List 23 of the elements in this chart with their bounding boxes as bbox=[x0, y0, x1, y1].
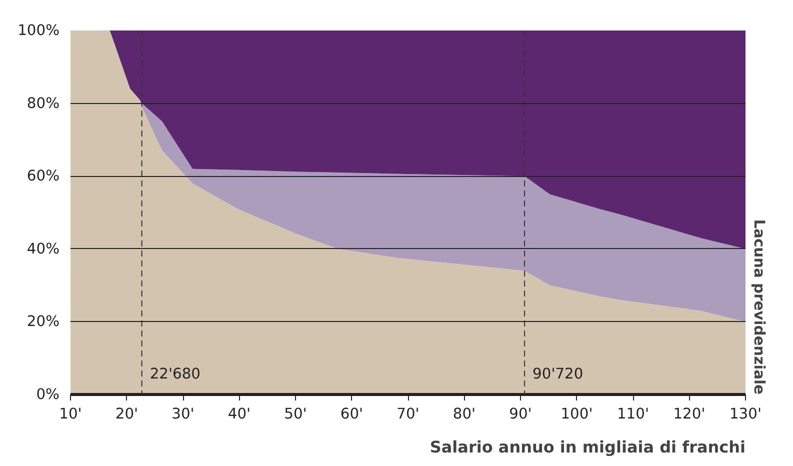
x-tick-label: 10' bbox=[59, 406, 82, 422]
x-tick-label: 60' bbox=[340, 406, 364, 422]
y-tick-label: 80% bbox=[26, 94, 60, 112]
x-tick-label: 100' bbox=[560, 406, 593, 422]
y-tick-label: 20% bbox=[26, 313, 60, 330]
x-axis-title: Salario annuo in migliaia di franchi bbox=[430, 438, 746, 456]
x-tick-label: 40' bbox=[228, 406, 251, 422]
x-tick-label: 110' bbox=[617, 406, 650, 422]
y-tick-label: 60% bbox=[26, 168, 60, 185]
x-tick-label: 30' bbox=[172, 406, 194, 422]
y-tick-label: 40% bbox=[26, 240, 60, 258]
ref-line-label: 90'720 bbox=[532, 366, 584, 382]
ref-line-label: 22'680 bbox=[150, 366, 200, 382]
text: Lacuna previdenziale bbox=[750, 219, 768, 395]
x-tick-label: 120' bbox=[673, 406, 706, 422]
x-tick-label: 130' bbox=[730, 406, 762, 422]
x-tick-label: 80' bbox=[452, 406, 476, 422]
x-tick-label: 20' bbox=[115, 406, 138, 422]
y-tick-label: 100% bbox=[18, 22, 60, 39]
x-tick-label: 90' bbox=[509, 406, 532, 422]
x-tick-label: 70' bbox=[396, 406, 420, 422]
y-tick-label: 0% bbox=[36, 386, 60, 403]
x-tick-label: 50' bbox=[284, 406, 307, 422]
